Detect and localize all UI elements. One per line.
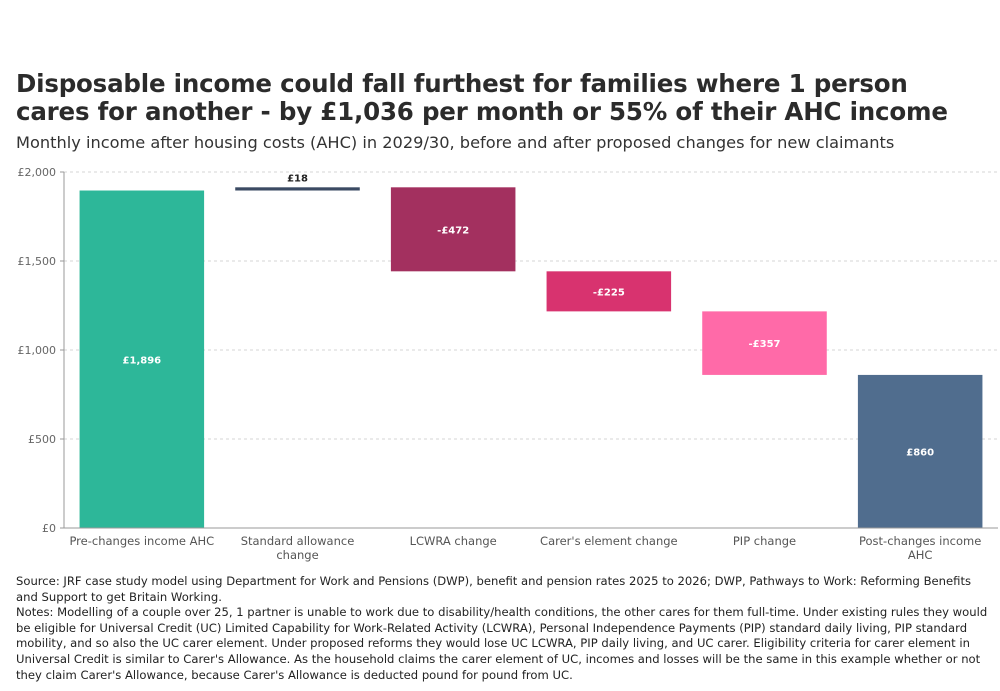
y-tick-label: £1,500: [18, 255, 57, 268]
waterfall-chart: £1,896 £18 -£472 -£225 -£357 £860 £0 £500 £1,00…: [18, 166, 998, 562]
y-tick-label: £2,000: [18, 166, 57, 179]
bars: £1,896 £18 -£472 -£225 -£357 £860: [79, 173, 983, 528]
bar: [702, 311, 827, 375]
x-tick-label: AHC: [908, 548, 933, 562]
x-tick-label: Carer's element change: [540, 534, 678, 548]
x-tick-label: LCWRA change: [410, 534, 497, 548]
notes: Notes: Modelling of a couple over 25, 1 …: [16, 605, 988, 682]
x-tick-label: Standard allowance: [241, 534, 355, 548]
chart-subtitle: Monthly income after housing costs (AHC)…: [16, 133, 895, 152]
data-label: -£472: [437, 225, 469, 236]
x-tick-label: change: [276, 548, 318, 562]
bar: [235, 187, 360, 191]
chart-title: Disposable income could fall furthest fo…: [16, 69, 948, 126]
y-tick-label: £0: [42, 522, 56, 535]
x-tick-label: Post-changes income: [859, 534, 981, 548]
bar: [79, 190, 205, 528]
data-label: -£225: [593, 287, 625, 298]
x-tick-label: PIP change: [733, 534, 796, 548]
axes: £0 £500 £1,000 £1,500 £2,000 Pre-changes inco…: [18, 166, 998, 562]
data-label: £1,896: [123, 355, 162, 366]
bar: [546, 271, 672, 312]
y-tick-label: £500: [28, 433, 56, 446]
y-tick-label: £1,000: [18, 344, 57, 357]
chart-footer: Source: JRF case study model using Depar…: [16, 574, 992, 683]
bar: [390, 187, 516, 272]
x-tick-label: Pre-changes income AHC: [69, 534, 214, 548]
bar: [857, 374, 983, 528]
data-label: -£357: [749, 339, 781, 350]
data-label: £860: [906, 447, 934, 458]
source-note: Source: JRF case study model using Depar…: [16, 574, 972, 604]
data-label: £18: [287, 173, 308, 184]
